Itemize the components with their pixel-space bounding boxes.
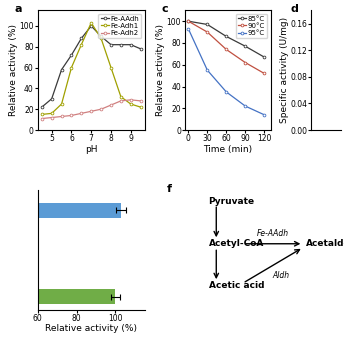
85°C <box>205 22 209 26</box>
Fe-AAdh <box>119 43 123 47</box>
Fe-AAdh <box>129 43 133 47</box>
Text: d: d <box>291 4 299 14</box>
Fe-Adh1 <box>79 43 83 47</box>
Text: a: a <box>14 4 22 14</box>
Fe-Adh1 <box>139 105 143 109</box>
Fe-AAdh <box>69 53 74 57</box>
Text: c: c <box>161 4 168 14</box>
95°C <box>262 113 266 117</box>
Line: 85°C: 85°C <box>187 20 266 58</box>
Text: Acetic acid: Acetic acid <box>208 281 264 290</box>
95°C <box>243 104 247 108</box>
Fe-Adh1 <box>69 65 74 69</box>
Fe-Adh2 <box>99 107 103 111</box>
85°C <box>186 19 191 23</box>
Y-axis label: Specific activity (U/mg): Specific activity (U/mg) <box>280 17 289 123</box>
Fe-AAdh <box>139 47 143 51</box>
Legend: Fe-AAdh, Fe-Adh1, Fe-Adh2: Fe-AAdh, Fe-Adh1, Fe-Adh2 <box>98 14 141 38</box>
Text: Acetaldeh: Acetaldeh <box>307 239 344 248</box>
Fe-Adh2 <box>60 115 64 119</box>
95°C <box>186 27 191 31</box>
Bar <box>0 289 116 304</box>
Text: f: f <box>166 184 172 194</box>
Line: 95°C: 95°C <box>187 28 266 116</box>
Y-axis label: Relative activity (%): Relative activity (%) <box>156 24 165 116</box>
Fe-Adh2 <box>69 114 74 118</box>
90°C <box>224 47 228 52</box>
Fe-Adh2 <box>139 99 143 103</box>
Fe-Adh1 <box>129 102 133 106</box>
90°C <box>186 19 191 23</box>
Fe-Adh2 <box>50 116 54 120</box>
Fe-Adh2 <box>79 111 83 116</box>
90°C <box>205 30 209 34</box>
Fe-AAdh <box>89 24 93 28</box>
X-axis label: pH: pH <box>85 144 97 153</box>
Legend: 85°C, 90°C, 95°C: 85°C, 90°C, 95°C <box>236 14 267 38</box>
X-axis label: Relative activity (%): Relative activity (%) <box>45 324 137 333</box>
Fe-Adh2 <box>119 99 123 103</box>
Fe-AAdh <box>99 34 103 39</box>
95°C <box>205 68 209 72</box>
Text: Pyruvate: Pyruvate <box>208 197 255 206</box>
Bar <box>0 260 3 275</box>
Fe-Adh2 <box>40 117 44 121</box>
Line: Fe-AAdh: Fe-AAdh <box>40 24 142 108</box>
85°C <box>243 44 247 48</box>
Fe-AAdh <box>40 105 44 109</box>
Fe-AAdh <box>79 36 83 41</box>
Fe-Adh2 <box>129 98 133 102</box>
Fe-Adh2 <box>89 109 93 114</box>
90°C <box>243 61 247 65</box>
Fe-Adh1 <box>50 111 54 116</box>
Fe-Adh1 <box>40 112 44 117</box>
Fe-AAdh <box>60 67 64 72</box>
Text: Acetyl-CoA: Acetyl-CoA <box>208 239 264 248</box>
Bar <box>0 203 121 218</box>
Y-axis label: Relative activity (%): Relative activity (%) <box>9 24 18 116</box>
Fe-Adh1 <box>119 95 123 99</box>
85°C <box>262 55 266 59</box>
Fe-Adh1 <box>109 65 113 69</box>
85°C <box>224 34 228 39</box>
Fe-Adh1 <box>60 102 64 106</box>
Text: Aldh: Aldh <box>272 271 289 280</box>
Line: Fe-Adh2: Fe-Adh2 <box>40 98 142 120</box>
90°C <box>262 71 266 75</box>
Fe-Adh1 <box>89 21 93 25</box>
Line: 90°C: 90°C <box>187 20 266 75</box>
Text: Fe-AAdh: Fe-AAdh <box>257 229 289 238</box>
Line: Fe-Adh1: Fe-Adh1 <box>40 21 142 116</box>
Fe-Adh1 <box>99 36 103 41</box>
95°C <box>224 90 228 94</box>
X-axis label: Time (min): Time (min) <box>203 144 252 153</box>
Fe-AAdh <box>109 43 113 47</box>
Fe-AAdh <box>50 97 54 101</box>
Fe-Adh2 <box>109 103 113 107</box>
